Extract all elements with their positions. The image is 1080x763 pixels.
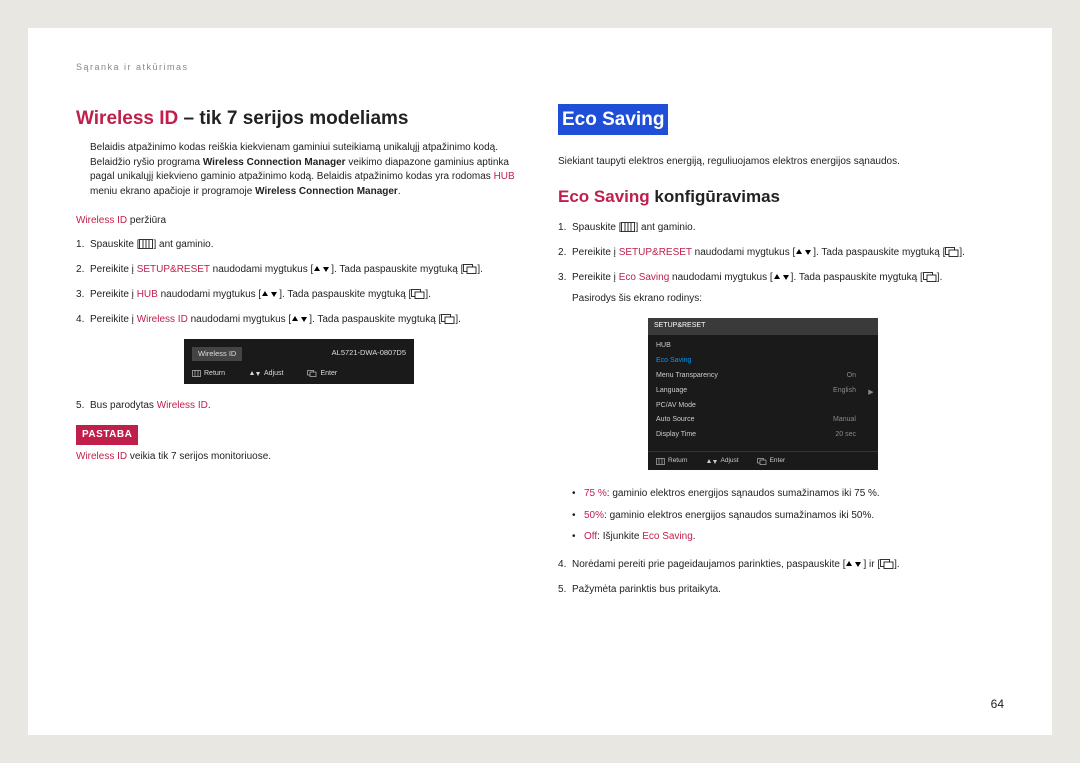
bullet-off: Off: Išjunkite Eco Saving. [572,529,1004,545]
enter-icon [880,559,894,569]
step-4: Norėdami pereiti prie pageidaujamos pari… [558,557,1004,572]
osd-wireless-id: Wireless ID AL5721-DWA-0807D5 Return Adj… [184,339,414,384]
note-text: Wireless ID veikia tik 7 serijos monitor… [76,449,522,465]
step-2: Pereikite į SETUP&RESET naudodami mygtuk… [76,262,522,277]
subhead-rest: peržiūra [127,215,166,226]
heading-eco-config: Eco Saving konfigūravimas [558,184,1004,210]
eco-steps: Spauskite [] ant gaminio. Pereikite į SE… [558,220,1004,306]
document-page: Sąranka ir atkūrimas Wireless ID – tik 7… [28,28,1052,735]
updown-icon [795,247,813,257]
menu-icon [192,370,201,377]
updown-icon [706,458,718,465]
updown-icon [261,289,279,299]
osd-label: Wireless ID [192,347,242,361]
enter-icon [757,458,767,465]
intro-paragraph: Belaidis atpažinimo kodas reiškia kiekvi… [76,141,522,199]
content-columns: Wireless ID – tik 7 serijos modeliams Be… [76,104,1004,609]
step-2: Pereikite į SETUP&RESET naudodami mygtuk… [558,245,1004,260]
note-badge: PASTABA [76,425,138,445]
updown-icon [773,272,791,282]
step-4: Pereikite į Wireless ID naudodami mygtuk… [76,312,522,327]
osd-setup-reset: SETUP&RESET HUBEco SavingMenu Transparen… [648,318,878,470]
step-3: Pereikite į Eco Saving naudodami mygtuku… [558,270,1004,306]
step-1: Spauskite [] ant gaminio. [558,220,1004,235]
steps-list: Spauskite [] ant gaminio. Pereikite į SE… [76,237,522,327]
bullet-75: 75 %: gaminio elektros energijos sąnaudo… [572,486,1004,502]
osd-title: SETUP&RESET [648,318,878,335]
eco-saving-badge: Eco Saving [558,104,668,135]
right-column: Eco Saving Siekiant taupyti elektros ene… [558,104,1004,609]
bullet-50: 50%: gaminio elektros energijos sąnaudos… [572,508,1004,524]
updown-icon [845,559,863,569]
heading-rest: konfigūravimas [650,187,780,206]
menu-icon [139,239,153,249]
step-1: Spauskite [] ant gaminio. [76,237,522,252]
enter-icon [945,247,959,257]
enter-icon [463,264,477,274]
breadcrumb: Sąranka ir atkūrimas [76,62,1004,72]
updown-icon [313,264,331,274]
left-column: Wireless ID – tik 7 serijos modeliams Be… [76,104,522,609]
eco-intro: Siekiant taupyti elektros energiją, regu… [558,155,1004,170]
step-5: Bus parodytas Wireless ID. [76,398,522,413]
step-3-sub: Pasirodys šis ekrano rodinys: [572,291,1004,306]
steps-list-cont: Bus parodytas Wireless ID. [76,398,522,413]
osd-adjust: Adjust [249,369,283,380]
heading-accent: Eco Saving [558,187,650,206]
step-3: Pereikite į HUB naudodami mygtukus []. T… [76,287,522,302]
enter-icon [441,314,455,324]
eco-steps-cont: Norėdami pereiti prie pageidaujamos pari… [558,557,1004,597]
heading-rest: – tik 7 serijos modeliams [178,108,408,129]
osd-footer: Return Adjust Enter [648,451,878,470]
updown-icon [249,370,261,377]
menu-icon [656,458,665,465]
heading-wireless-id: Wireless ID – tik 7 serijos modeliams [76,104,522,133]
osd-scroll-arrow: ▶ [864,335,878,451]
subhead-accent: Wireless ID [76,215,127,226]
heading-accent: Wireless ID [76,108,178,129]
enter-icon [923,272,937,282]
osd-enter: Enter [307,369,337,380]
osd-footer: Return Adjust Enter [192,369,406,380]
subheading: Wireless ID peržiūra [76,213,522,229]
enter-icon [307,370,317,377]
osd-enter: Enter [757,456,786,466]
page-number: 64 [991,697,1004,711]
bullet-list: 75 %: gaminio elektros energijos sąnaudo… [572,486,1004,545]
osd-return: Return [656,456,688,466]
menu-icon [621,222,635,232]
step-5: Pažymėta parinktis bus pritaikyta. [558,582,1004,597]
osd-value: AL5721-DWA-0807D5 [332,347,406,361]
osd-return: Return [192,369,225,380]
osd-adjust: Adjust [706,456,739,466]
updown-icon [291,314,309,324]
osd-menu-list: HUBEco SavingMenu TransparencyOnLanguage… [648,335,864,451]
enter-icon [411,289,425,299]
